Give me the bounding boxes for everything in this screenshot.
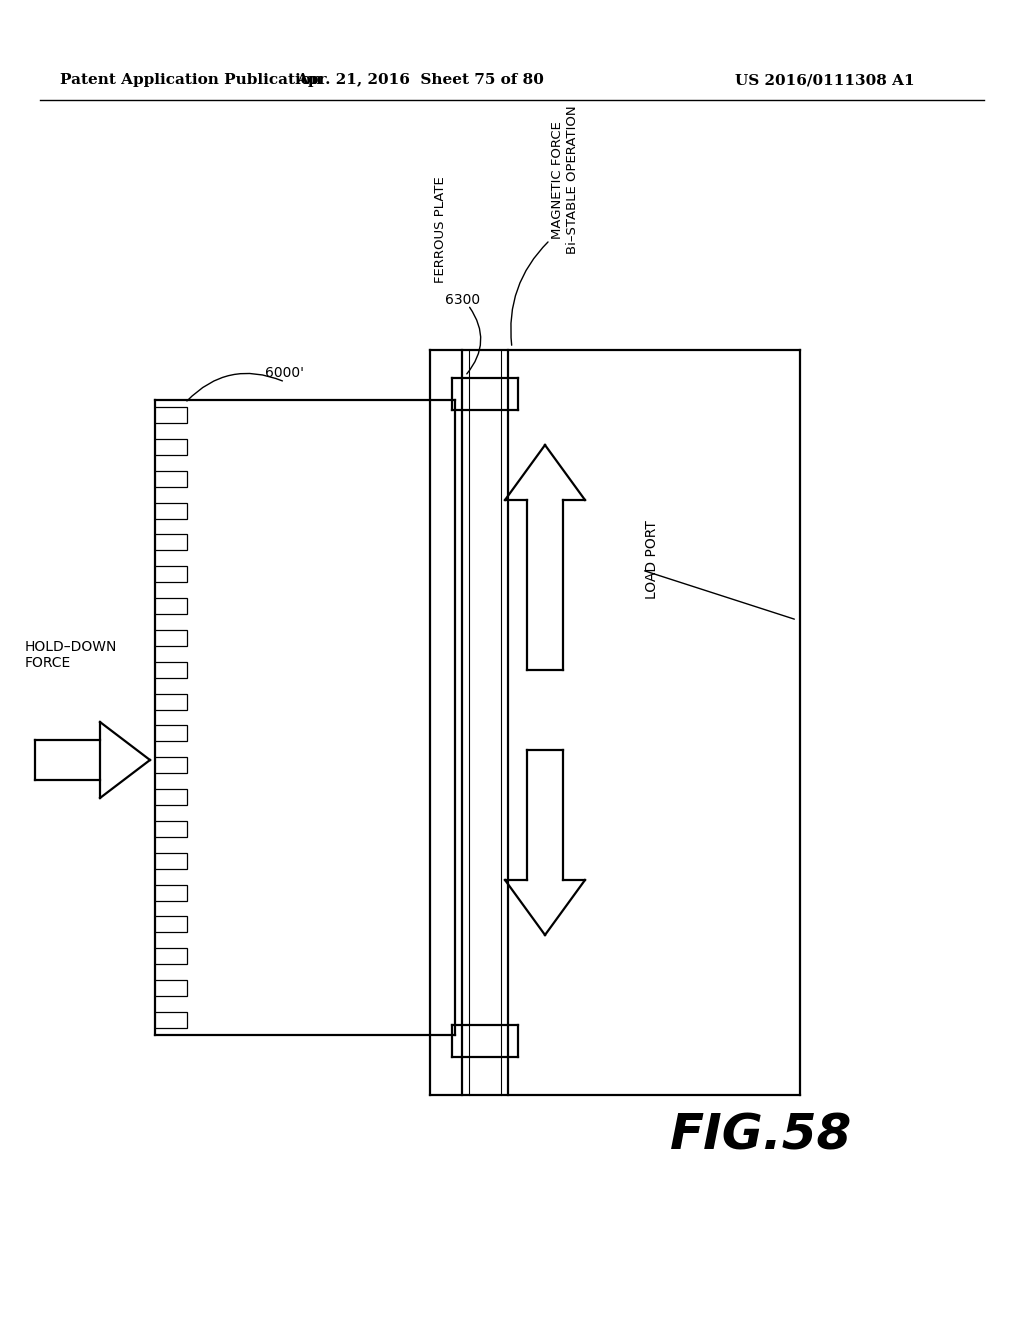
Bar <box>155 630 187 645</box>
Bar <box>155 471 187 487</box>
Text: LOAD PORT: LOAD PORT <box>645 520 659 599</box>
Text: 6000': 6000' <box>265 366 304 380</box>
Text: HOLD–DOWN
FORCE: HOLD–DOWN FORCE <box>25 640 118 671</box>
Bar <box>155 503 187 519</box>
Bar <box>155 661 187 677</box>
Bar <box>155 981 187 997</box>
Bar <box>155 598 187 614</box>
Bar <box>155 916 187 932</box>
Bar <box>155 693 187 710</box>
Bar <box>155 438 187 455</box>
Bar <box>155 726 187 742</box>
Text: FIG.58: FIG.58 <box>670 1111 852 1159</box>
Bar <box>155 407 187 422</box>
Text: FERROUS PLATE: FERROUS PLATE <box>433 177 446 284</box>
Text: 6300: 6300 <box>445 293 480 308</box>
Text: MAGNETIC FORCE
Bi–STABLE OPERATION: MAGNETIC FORCE Bi–STABLE OPERATION <box>551 106 579 255</box>
Text: US 2016/0111308 A1: US 2016/0111308 A1 <box>735 73 914 87</box>
Bar <box>155 758 187 774</box>
Bar <box>155 948 187 965</box>
Text: Apr. 21, 2016  Sheet 75 of 80: Apr. 21, 2016 Sheet 75 of 80 <box>296 73 544 87</box>
Bar <box>155 1012 187 1028</box>
Bar <box>155 884 187 900</box>
Bar <box>155 566 187 582</box>
Text: Patent Application Publication: Patent Application Publication <box>60 73 322 87</box>
Bar <box>155 821 187 837</box>
Bar <box>155 535 187 550</box>
Bar <box>155 789 187 805</box>
Bar <box>155 853 187 869</box>
